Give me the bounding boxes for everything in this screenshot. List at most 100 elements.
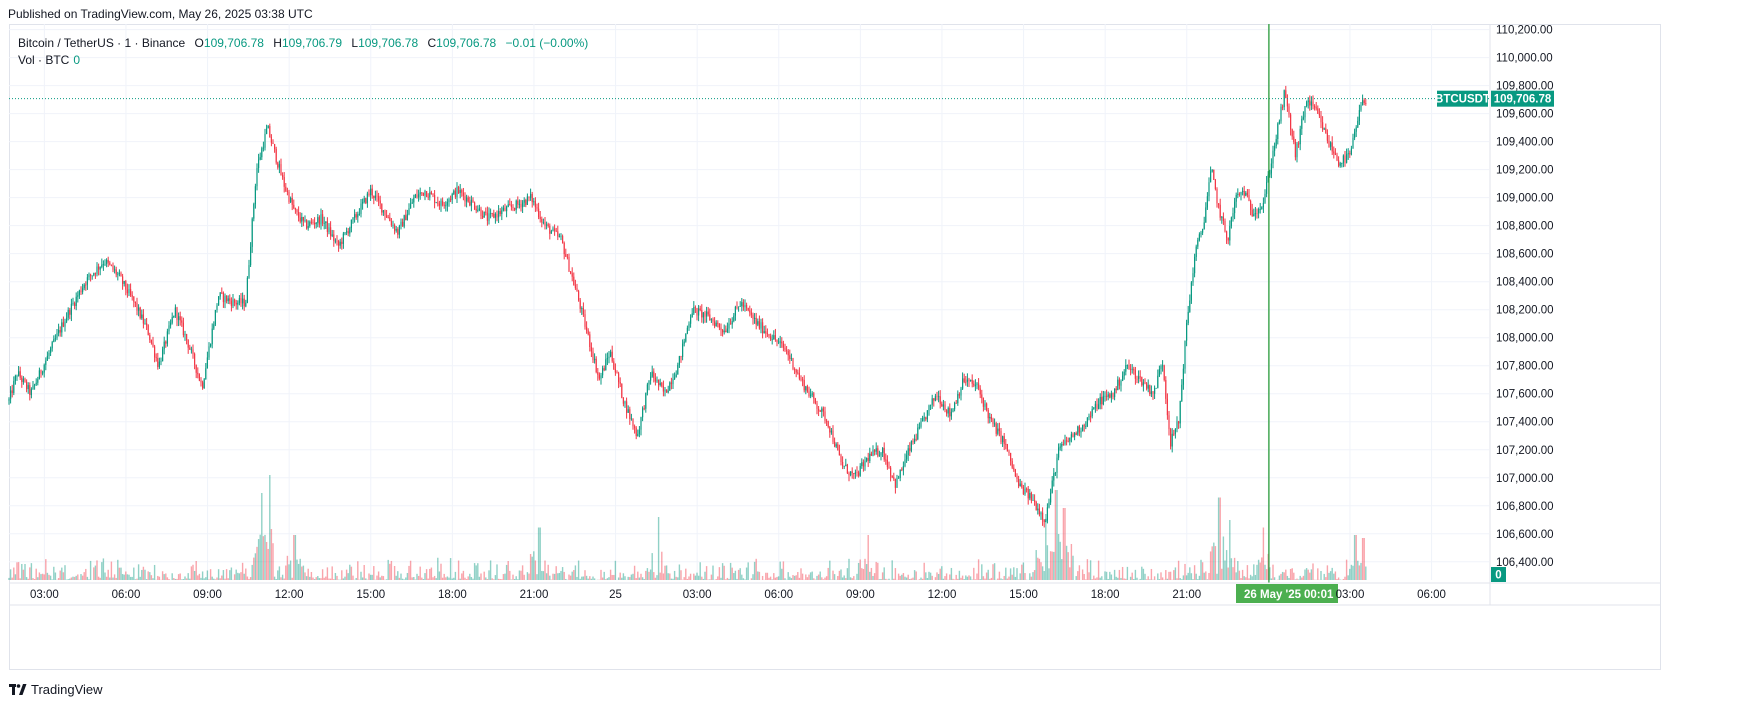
candle-body — [670, 382, 672, 385]
candle-body — [768, 334, 770, 337]
volume-bar — [827, 567, 829, 580]
volume-bar — [37, 577, 39, 580]
volume-bar — [781, 568, 783, 580]
volume-bar — [523, 574, 525, 580]
candle-body — [1030, 493, 1032, 501]
candle-body — [1088, 416, 1090, 418]
volume-bar — [795, 575, 797, 580]
chart-frame[interactable] — [9, 24, 1661, 670]
volume-bar — [976, 573, 978, 580]
volume-bar — [872, 575, 874, 580]
candle-body — [1336, 154, 1338, 161]
candle-body — [408, 208, 410, 215]
volume-bar — [286, 555, 289, 580]
candle-body — [1346, 154, 1348, 163]
candle-body — [48, 352, 50, 356]
volume-bar — [941, 566, 943, 580]
candle-body — [453, 190, 455, 194]
volume-bar — [425, 569, 428, 580]
candle-body — [387, 217, 389, 219]
volume-bar — [699, 562, 701, 580]
candle-body — [67, 309, 69, 318]
volume-bar — [69, 578, 71, 580]
volume-bar — [1099, 577, 1101, 580]
candle-body — [1086, 417, 1088, 427]
candle-body — [725, 330, 727, 332]
candle-body — [1045, 520, 1047, 523]
candle-body — [1008, 451, 1010, 453]
candle-body — [1342, 155, 1344, 164]
volume-bar — [755, 558, 757, 580]
volume-bar — [1037, 557, 1039, 580]
price-tick-label: 107,400.00 — [1496, 417, 1554, 429]
candle-body — [381, 203, 383, 213]
footer-brand-text: TradingView — [31, 682, 103, 697]
volume-bar — [1176, 578, 1178, 580]
volume-bar — [11, 577, 13, 580]
candle-body — [1117, 379, 1119, 391]
volume-bar — [168, 579, 170, 580]
volume-bar — [77, 574, 79, 580]
volume-bar — [728, 578, 730, 580]
volume-bar — [989, 578, 991, 580]
candle-body — [546, 224, 548, 226]
candle-body — [187, 340, 189, 348]
candle-body — [347, 231, 349, 234]
volume-bar — [683, 577, 685, 580]
candle-body — [320, 214, 322, 225]
volume-bar — [1245, 577, 1247, 580]
candle-body — [578, 291, 580, 301]
volume-bar — [542, 571, 545, 580]
candle-body — [944, 404, 946, 411]
candle-body — [397, 229, 399, 235]
candle-body — [846, 464, 848, 474]
price-tag-symbol-bg — [1437, 90, 1488, 107]
volume-bar — [449, 558, 452, 580]
candle-body — [1056, 457, 1058, 473]
volume-bar — [944, 576, 946, 580]
symbol-title[interactable]: Bitcoin / TetherUS · 1 · Binance — [18, 36, 186, 50]
candle-body — [1310, 101, 1312, 106]
candle-body — [918, 426, 920, 428]
volume-bar — [832, 570, 834, 580]
volume-bar — [1361, 538, 1364, 580]
volume-bar — [589, 576, 591, 580]
volume-label[interactable]: Vol · BTC — [18, 53, 70, 67]
candle-body — [552, 228, 554, 232]
volume-bar — [605, 579, 607, 580]
candle-body — [1256, 213, 1258, 214]
volume-bar — [1291, 568, 1293, 580]
candle-body — [930, 404, 932, 406]
volume-bar — [848, 558, 850, 580]
candle-body — [392, 225, 394, 226]
volume-bar — [1360, 562, 1362, 580]
price-tick-label: 106,800.00 — [1496, 501, 1554, 513]
price-tick-label: 108,600.00 — [1496, 249, 1554, 261]
volume-bar — [961, 575, 964, 580]
volume-bar — [342, 578, 345, 580]
candle-body — [502, 207, 504, 211]
candle-body — [466, 197, 468, 202]
candle-body — [946, 410, 948, 414]
volume-bar — [561, 567, 564, 580]
volume-bar — [83, 572, 85, 580]
footer-brand[interactable]: TradingView — [9, 682, 103, 697]
candle-body — [1299, 128, 1301, 145]
candle-body — [1037, 508, 1039, 511]
candle-body — [974, 385, 976, 386]
candle-body — [315, 222, 317, 225]
volume-bar — [251, 564, 253, 580]
volume-bar — [1310, 569, 1313, 580]
candle-body — [830, 430, 832, 433]
volume-bar — [685, 568, 687, 580]
volume-bar — [285, 565, 287, 580]
candle-body — [802, 379, 804, 381]
candle-body — [542, 222, 544, 223]
volume-bar — [1273, 577, 1276, 580]
candle-body — [480, 208, 482, 216]
candle-body — [1288, 106, 1290, 115]
candle-body — [997, 428, 999, 434]
volume-bar — [387, 559, 389, 580]
candle-body — [923, 417, 925, 419]
